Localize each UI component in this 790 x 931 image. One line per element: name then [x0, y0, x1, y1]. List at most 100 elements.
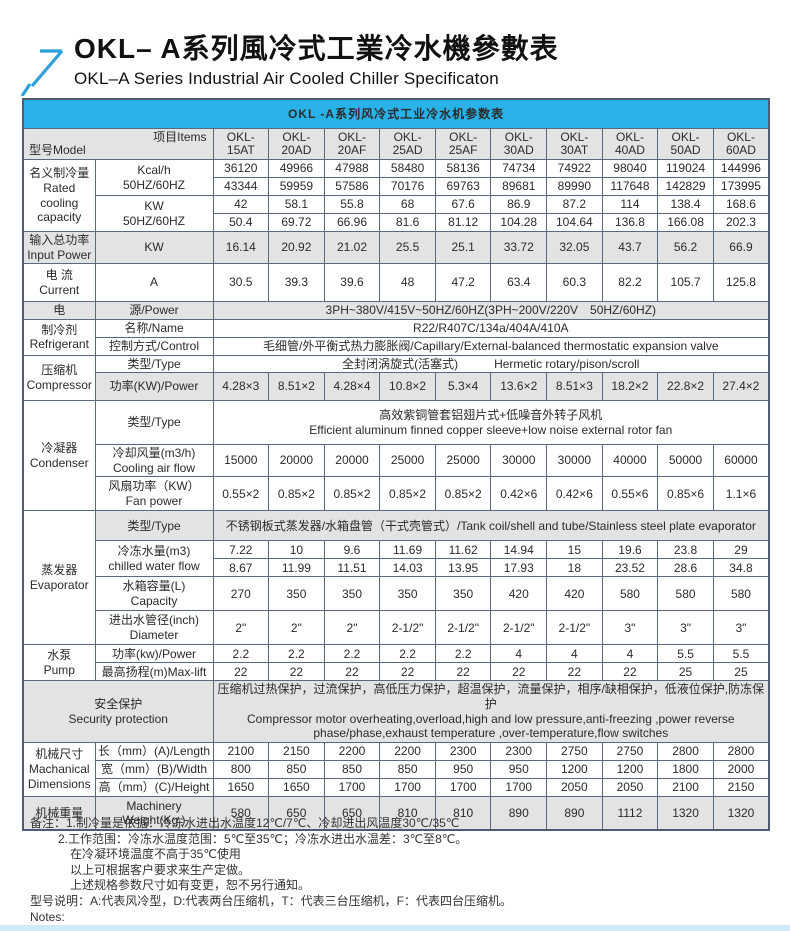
spec-row: 风扇功率（KW） Fan power 0.55×2 0.85×2 0.85×2 0.85×… — [23, 476, 770, 512]
spec-cell: 98040 — [601, 159, 659, 178]
spec-cell: 2-1/2" — [490, 610, 548, 646]
spec-cell: R22/R407C/134a/404A/410A — [212, 319, 770, 338]
spec-cell: 1200 — [546, 759, 603, 779]
spec-cell: 10.8×2 — [379, 372, 436, 402]
spec-cell: 2300 — [434, 741, 492, 761]
spec-cell: 105.7 — [657, 263, 714, 303]
spec-cell: 2200 — [379, 741, 436, 761]
spec-row: 控制方式/Control 毛细管/外平衡式热力膨胀阀/Capillary/Exte… — [23, 336, 770, 356]
spec-row: 高（mm）(C)/Height 1650 1650 1700 1700 1700 1700 2… — [23, 777, 770, 797]
spec-cell: 57586 — [323, 177, 381, 196]
spec-row: 名义制冷量 Rated cooling capacity Kcal/h 50HZ/60HZ… — [22, 159, 770, 232]
spec-cell: 18.2×2 — [601, 372, 659, 402]
spec-cell: 0.55×2 — [212, 476, 270, 512]
note-line: 上述规格参数尺寸如有变更，恕不另行通知。 — [70, 878, 311, 893]
model-header-row: 型号Model 项目Items OKL- 15AT OKL- 20AD OKL- 20AF… — [22, 128, 770, 160]
spec-cell: 电 流 Current — [22, 263, 96, 303]
page-titles: OKL– A系列風冷式工業冷水機參數表 OKL–A Series Industr… — [74, 33, 559, 89]
spec-cell: 2200 — [323, 741, 381, 761]
spec-cell: 800 — [212, 759, 270, 779]
spec-cell: 8.67 — [212, 558, 270, 578]
spec-row: 进出水管径(inch) Diameter 2" 2" 2" 2-1/2" 2-1/2" 2-1… — [23, 610, 770, 646]
spec-cell: 66.96 — [323, 213, 381, 232]
spec-row: 机械尺寸 Machanical Dimensions 长（mm）(A)/Length 2… — [22, 741, 770, 797]
page-header: OKL– A系列風冷式工業冷水機參數表 OKL–A Series Industr… — [20, 33, 559, 96]
spec-cell: 2-1/2" — [379, 610, 436, 646]
spec-cell: 34.8 — [712, 558, 770, 578]
spec-cell: 安全保护 Security protection — [22, 680, 214, 743]
spec-cell: 13.95 — [434, 558, 492, 578]
spec-cell: 2750 — [546, 741, 603, 761]
spec-cell: 63.4 — [490, 263, 548, 303]
spec-row: 水泵 Pump 功率(kw)/Power 2.2 2.2 2.2 2.2 2.2 4 4 4 5.5 5… — [22, 644, 770, 682]
note-line: 在冷凝环境温度不高于35℃使用 — [70, 847, 241, 862]
spec-cell: 47988 — [323, 159, 381, 178]
spec-cell: 23.8 — [657, 540, 714, 560]
spec-cell: 电 — [22, 301, 96, 321]
spec-cell: 39.3 — [268, 263, 325, 303]
spec-cell: 2150 — [712, 777, 770, 797]
spec-cell: 冷凝器 Condenser — [22, 400, 96, 512]
spec-cell: 23.52 — [601, 558, 659, 578]
spec-cell: 2" — [323, 610, 381, 646]
spec-cell: 进出水管径(inch) Diameter — [94, 610, 214, 646]
bottom-accent-strip — [0, 925, 790, 931]
spec-cell: Machinery Weight(Kg ) — [94, 795, 214, 831]
spec-cell: 2.2 — [323, 644, 381, 664]
spec-cell: 风扇功率（KW） Fan power — [94, 476, 214, 512]
spec-cell: 890 — [490, 795, 548, 831]
spec-cell: 11.62 — [434, 540, 492, 560]
model-header-cell: OKL- 25AD — [379, 128, 436, 160]
spec-cell: 控制方式/Control — [94, 336, 214, 356]
spec-cell: 350 — [379, 576, 436, 612]
spec-cell: 58480 — [379, 159, 436, 178]
spec-cell: 87.2 — [546, 195, 603, 214]
spec-cell: 850 — [323, 759, 381, 779]
spec-cell: 0.42×6 — [490, 476, 548, 512]
spec-cell: 67.6 — [434, 195, 492, 214]
spec-cell: 1700 — [379, 777, 436, 797]
spec-cell: 14.03 — [379, 558, 436, 578]
spec-cell: 850 — [268, 759, 325, 779]
spec-cell: 2-1/2" — [546, 610, 603, 646]
spec-cell: 2.2 — [212, 644, 270, 664]
spec-cell: 21.02 — [323, 230, 381, 265]
spec-cell: 1700 — [434, 777, 492, 797]
spec-cell: 89681 — [490, 177, 548, 196]
spec-cell: 2-1/2" — [434, 610, 492, 646]
spec-cell: 1700 — [490, 777, 548, 797]
spec-cell: 类型/Type — [94, 400, 214, 446]
spec-cell: 3PH~380V/415V~50HZ/60HZ(3PH~200V/220V 50… — [212, 301, 770, 321]
spec-cell: 650 — [323, 795, 381, 831]
spec-cell: 68 — [379, 195, 436, 214]
spec-cell: 25000 — [379, 444, 436, 478]
spec-cell: 350 — [323, 576, 381, 612]
spec-cell: 56.2 — [657, 230, 714, 265]
spec-cell: 58.1 — [268, 195, 325, 214]
spec-cell: 0.85×2 — [268, 476, 325, 512]
spec-cell: 类型/Type — [94, 354, 214, 374]
spec-row: 安全保护 Security protection 压缩机过热保护，过流保护，高低压力… — [22, 680, 770, 743]
spec-cell: 20000 — [268, 444, 325, 478]
spec-cell: 22.8×2 — [657, 372, 714, 402]
spec-cell: 16.14 — [212, 230, 270, 265]
note-line: Notes: — [30, 909, 65, 924]
corner-cell: 型号Model 项目Items — [22, 128, 214, 160]
spec-cell: 11.51 — [323, 558, 381, 578]
spec-cell: 1700 — [323, 777, 381, 797]
spec-cell: 119024 — [657, 159, 714, 178]
spec-cell: 30000 — [546, 444, 603, 478]
spec-cell: 2.2 — [268, 644, 325, 664]
spec-cell: 70176 — [379, 177, 436, 196]
spec-cell: 28.6 — [657, 558, 714, 578]
page-subtitle: OKL–A Series Industrial Air Cooled Chill… — [74, 68, 499, 88]
spec-cell: 3" — [657, 610, 714, 646]
spec-cell: 138.4 — [657, 195, 714, 214]
spec-cell: 168.6 — [712, 195, 770, 214]
spec-cell: 10 — [268, 540, 325, 560]
spec-cell: 50.4 — [212, 213, 270, 232]
spec-cell: 202.3 — [712, 213, 770, 232]
note-line: 以上可根据客户要求来生产定做。 — [70, 862, 251, 877]
spec-cell: KW — [94, 230, 214, 265]
